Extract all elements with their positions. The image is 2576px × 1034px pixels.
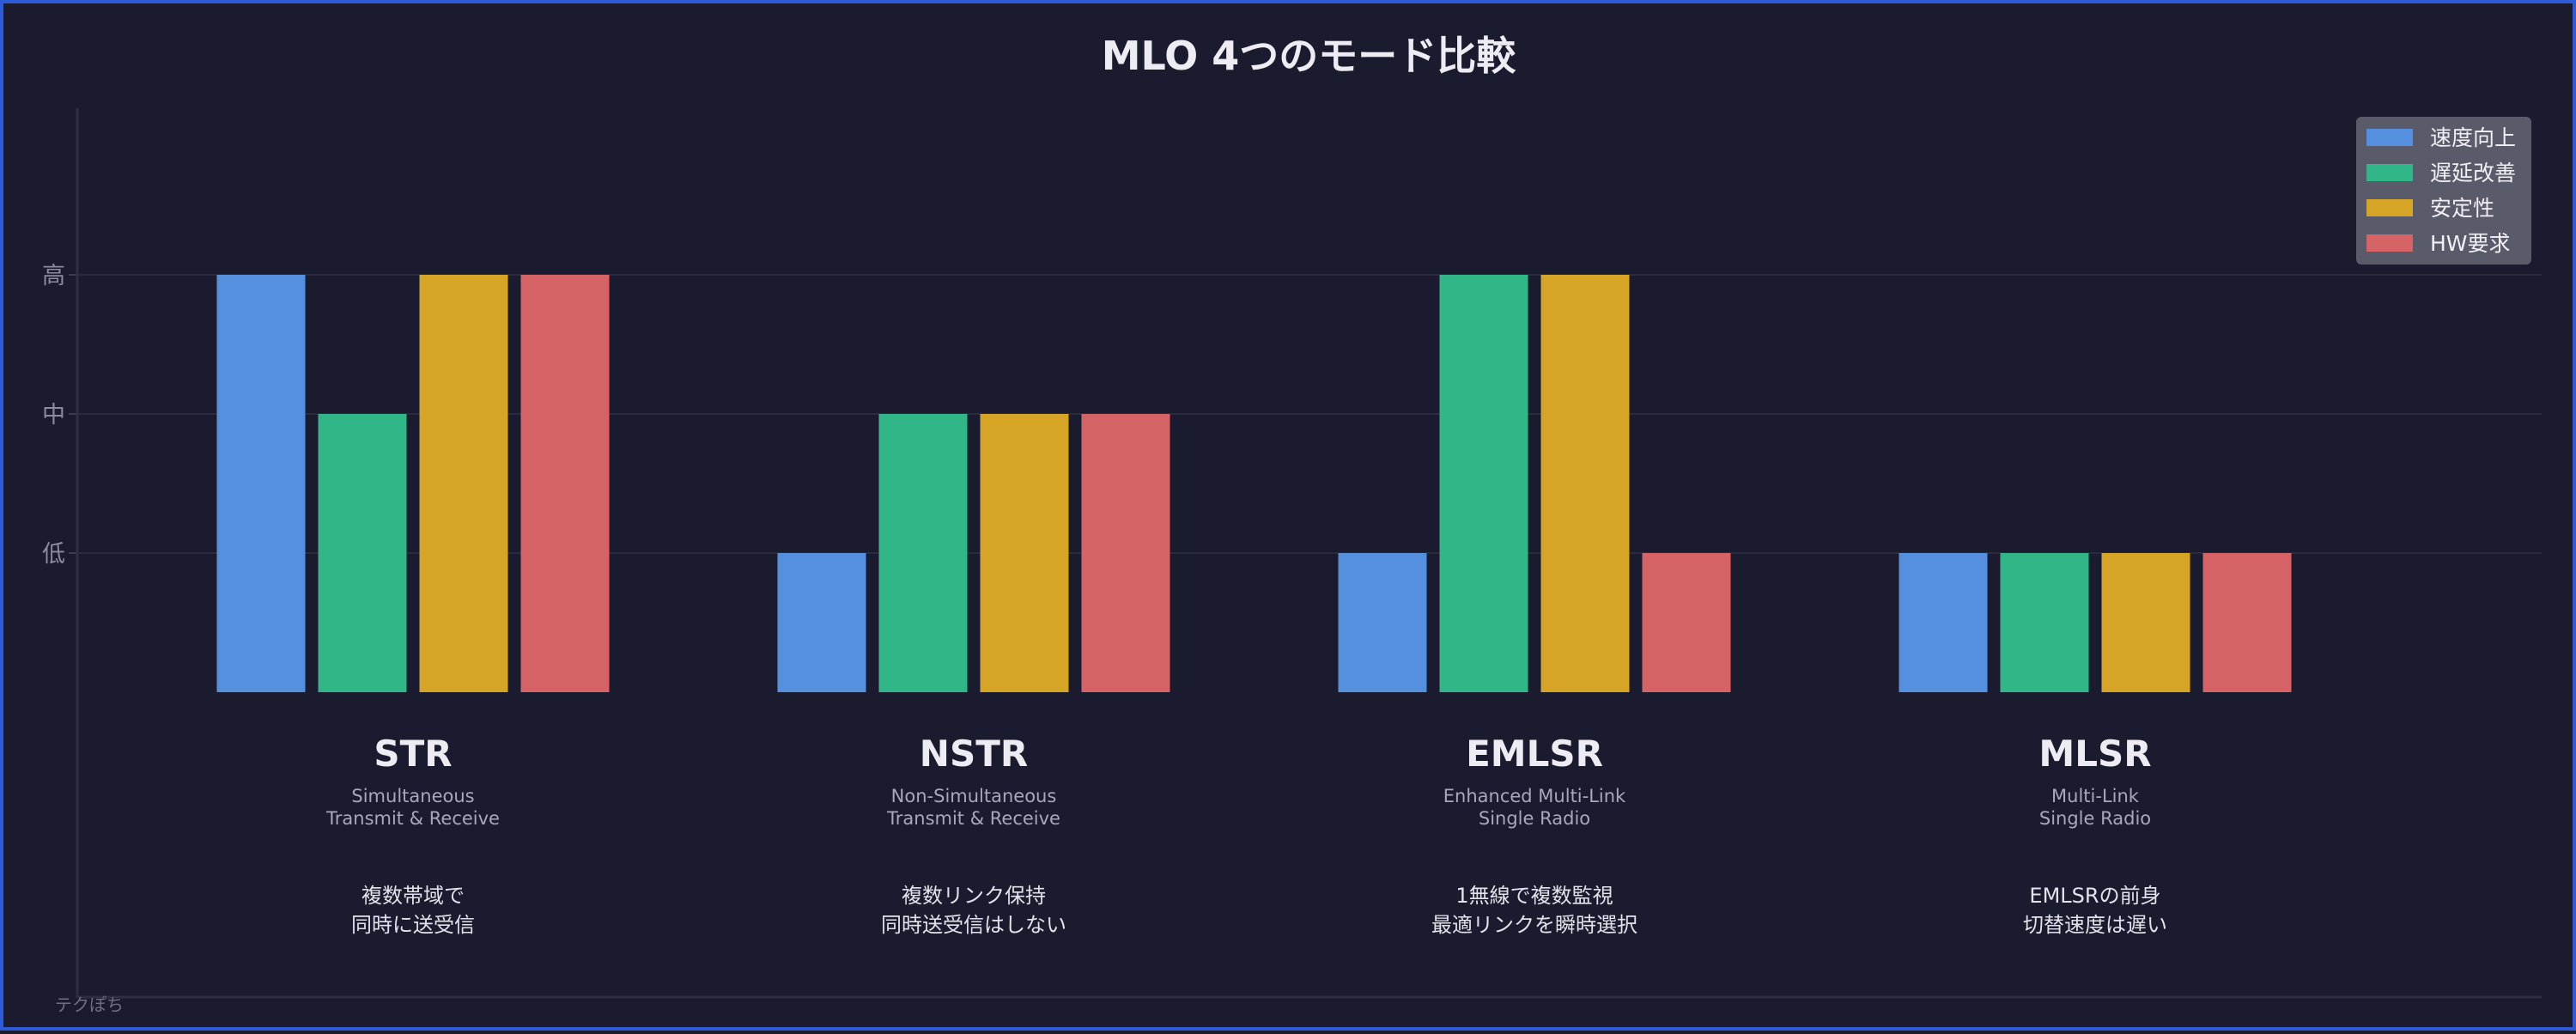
mode-note-label: 最適リンクを瞬時選択 (1431, 913, 1637, 937)
mode-note-label: EMLSRの前身 (2029, 884, 2160, 908)
legend-entry-label: 安定性 (2430, 196, 2494, 221)
bar (1899, 553, 1988, 692)
mode-name-label: EMLSR (1466, 733, 1603, 775)
legend-entry-label: 遅延改善 (2430, 161, 2516, 186)
bar (318, 414, 407, 692)
chart-title: MLO 4つのモード比較 (1102, 33, 1517, 79)
y-tick-label: 高 (42, 263, 65, 289)
legend-swatch (2366, 234, 2413, 252)
bar (1642, 553, 1731, 692)
legend-swatch (2366, 164, 2413, 181)
mode-subtitle-label: Single Radio (1479, 808, 1590, 829)
mode-subtitle-label: Transmit & Receive (886, 808, 1060, 829)
mode-note-label: 1無線で複数監視 (1455, 884, 1613, 908)
bar (1081, 414, 1170, 692)
legend-swatch (2366, 129, 2413, 146)
watermark-text: テクぽち (55, 994, 124, 1015)
mode-name-label: STR (374, 733, 452, 775)
legend-entry-label: 速度向上 (2430, 125, 2516, 150)
bar (216, 275, 306, 692)
bar-group-mlsr (1899, 553, 2292, 692)
mode-name-label: MLSR (2038, 733, 2151, 775)
mode-note-label: 同時に送受信 (351, 913, 475, 937)
bar (2202, 553, 2292, 692)
legend-box (2356, 117, 2531, 265)
bar-group-emlsr (1338, 275, 1731, 692)
mode-subtitle-label: Multi-Link (2051, 786, 2140, 806)
y-tick-label: 中 (42, 402, 65, 429)
bars-layer (216, 275, 2292, 692)
mode-note-label: 同時送受信はしない (881, 913, 1066, 937)
y-tick-label: 低 (42, 541, 65, 568)
bar (878, 414, 968, 692)
bar (2101, 553, 2190, 692)
y-tick-labels: 低中高 (42, 263, 65, 568)
chart-svg: MLO 4つのモード比較 低中高 STRSimultaneousTransmit… (42, 33, 2542, 1015)
bar (520, 275, 610, 692)
mode-subtitle-label: Single Radio (2039, 808, 2151, 829)
bar (1338, 553, 1427, 692)
mode-subtitle-label: Simultaneous (351, 786, 474, 806)
mode-subtitle-label: Transmit & Receive (325, 808, 500, 829)
bar (980, 414, 1069, 692)
legend-swatch (2366, 199, 2413, 216)
bar (777, 553, 866, 692)
mode-subtitle-label: Enhanced Multi-Link (1443, 786, 1626, 806)
mode-note-label: 複数リンク保持 (902, 884, 1046, 908)
bar (1439, 275, 1528, 692)
bar (1540, 275, 1630, 692)
bar-group-nstr (777, 414, 1170, 692)
mode-name-label: NSTR (920, 733, 1028, 775)
legend-entry-label: HW要求 (2430, 231, 2511, 256)
mode-note-label: 切替速度は遅い (2023, 913, 2167, 937)
bar-group-str (216, 275, 610, 692)
bar (2000, 553, 2089, 692)
mode-subtitle-label: Non-Simultaneous (891, 786, 1057, 806)
mode-note-label: 複数帯域で (361, 884, 465, 908)
bar (419, 275, 508, 692)
